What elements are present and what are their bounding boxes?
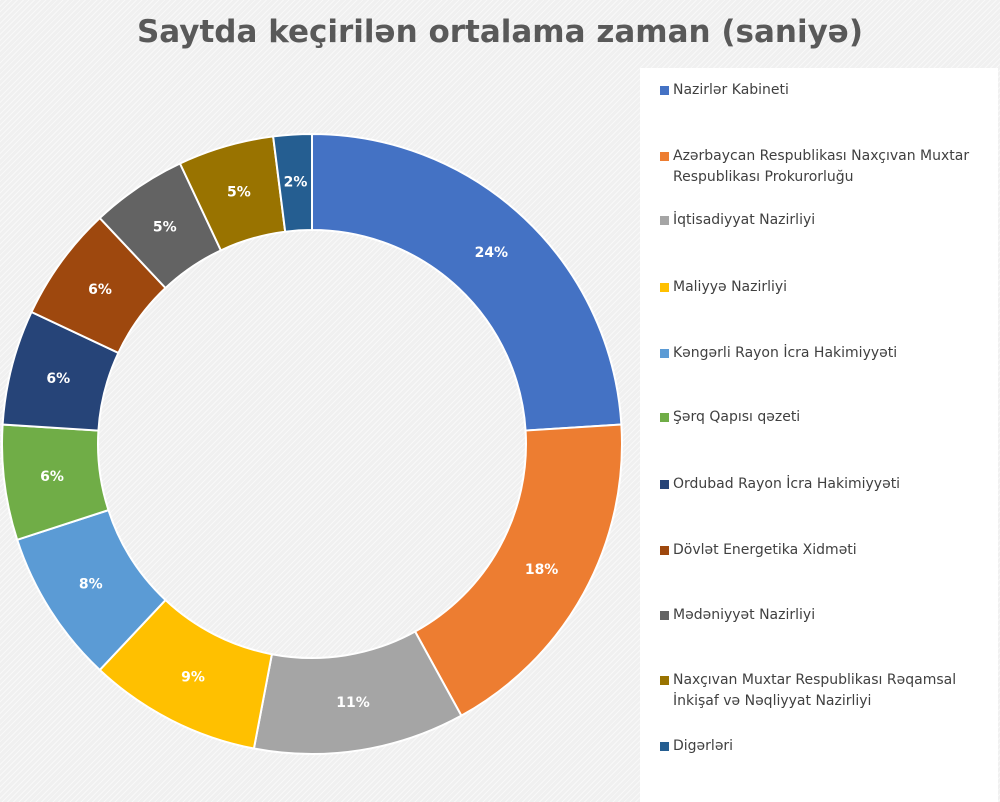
legend-item-8: Mədəniyyət Nazirliyi [660, 605, 990, 626]
legend-swatch [660, 546, 669, 555]
slice-data-label-8: 5% [153, 219, 177, 235]
legend-label: Ordubad Rayon İcra Hakimiyyəti [673, 476, 901, 492]
slice-data-label-6: 6% [46, 371, 70, 387]
legend-label: Nazirlər Kabineti [673, 82, 789, 98]
donut-slice-1 [413, 423, 623, 718]
slice-data-label-0: 24% [475, 245, 509, 261]
legend-swatch [660, 742, 669, 751]
donut-slice-10 [272, 132, 313, 233]
legend-label: Maliyyə Nazirliyi [673, 279, 788, 295]
slice-data-label-10: 2% [284, 175, 308, 191]
slice-data-label-3: 9% [181, 669, 205, 685]
legend-item-6: Ordubad Rayon İcra Hakimiyyəti [660, 474, 990, 495]
slice-data-label-1: 18% [525, 562, 559, 578]
legend-item-10: Digərləri [660, 736, 990, 757]
legend-item-7: Dövlət Energetika Xidməti [660, 540, 990, 561]
slice-data-label-9: 5% [227, 184, 251, 200]
legend-item-1: Azərbaycan Respublikası Naxçıvan Muxtar … [660, 146, 990, 188]
legend-label: Kəngərli Rayon İcra Hakimiyyəti [673, 345, 898, 361]
legend-swatch [660, 216, 669, 225]
legend-swatch [660, 152, 669, 161]
legend-swatch [660, 86, 669, 95]
legend-swatch [660, 283, 669, 292]
legend-swatch [660, 676, 669, 685]
legend-item-3: Maliyyə Nazirliyi [660, 277, 990, 298]
slice-data-label-5: 6% [40, 469, 64, 485]
legend-swatch [660, 349, 669, 358]
legend-item-2: İqtisadiyyat Nazirliyi [660, 210, 990, 231]
legend-label: Naxçıvan Muxtar Respublikası Rəqamsal İn… [673, 672, 957, 709]
legend-item-0: Nazirlər Kabineti [660, 80, 990, 101]
legend-item-9: Naxçıvan Muxtar Respublikası Rəqamsal İn… [660, 670, 990, 712]
legend-label: İqtisadiyyat Nazirliyi [673, 212, 816, 228]
chart-title: Saytda keçirilən ortalama zaman (saniyə) [136, 14, 864, 50]
donut-slice-0 [311, 132, 623, 432]
legend-swatch [660, 413, 669, 422]
donut-chart: 24% 18% 11% 9% 8% 6% 6% 6% 5% 5% 2% [1, 132, 623, 755]
legend-label: Mədəniyyət Nazirliyi [673, 607, 816, 623]
legend-label: Şərq Qapısı qəzeti [673, 409, 801, 425]
legend-label: Azərbaycan Respublikası Naxçıvan Muxtar … [673, 148, 970, 185]
slice-data-label-4: 8% [79, 576, 103, 592]
slice-data-label-2: 11% [336, 695, 370, 711]
legend-item-5: Şərq Qapısı qəzeti [660, 407, 990, 428]
legend-label: Digərləri [673, 738, 734, 754]
chart-legend: Nazirlər Kabineti Azərbaycan Respublikası… [640, 68, 998, 802]
legend-swatch [660, 611, 669, 620]
slice-data-label-7: 6% [88, 282, 112, 298]
legend-swatch [660, 480, 669, 489]
legend-label: Dövlət Energetika Xidməti [673, 542, 857, 558]
legend-item-4: Kəngərli Rayon İcra Hakimiyyəti [660, 343, 990, 364]
